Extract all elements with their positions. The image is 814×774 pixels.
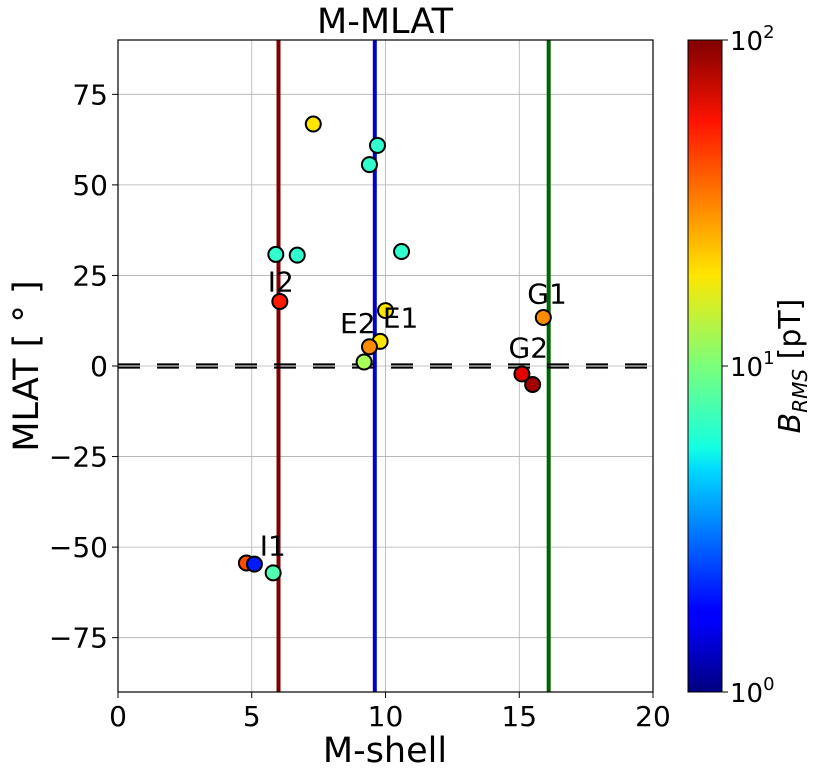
data-point: [393, 243, 411, 261]
y-tick-label: 0: [90, 350, 108, 383]
point-annotation: E1: [383, 302, 419, 335]
point-annotation: G1: [527, 277, 567, 310]
data-point: [360, 156, 378, 174]
scatter-points: [237, 115, 552, 582]
x-axis: 0 5 10 15 20: [109, 692, 671, 733]
y-tick-label: 25: [72, 259, 108, 292]
point-annotation: G2: [509, 331, 549, 364]
colorbar-tick-label: 101: [730, 348, 775, 383]
data-point: [355, 353, 373, 371]
y-tick-label: 50: [72, 169, 108, 202]
data-point: [267, 245, 285, 263]
data-point: [377, 302, 394, 320]
colorbar-tick-label: 102: [730, 22, 775, 57]
data-point: [513, 365, 531, 383]
y-tick-label: −75: [49, 622, 108, 655]
data-point: [368, 136, 386, 154]
annotations: I2 E2 E1 G1 G2 I1: [260, 265, 567, 562]
data-point: [304, 115, 322, 133]
point-annotation: E2: [340, 307, 376, 340]
colorbar-label: BRMS [pT]: [773, 299, 812, 434]
colorbar-gradient: [687, 39, 723, 693]
x-tick-label: 20: [635, 700, 671, 733]
y-axis-label: MLAT [ ° ]: [7, 280, 47, 451]
data-point: [524, 375, 542, 393]
data-point: [245, 555, 263, 573]
y-tick-label: −25: [49, 441, 108, 474]
plot-area: I2 E2 E1 G1 G2 I1: [117, 39, 654, 693]
data-point: [271, 293, 289, 311]
data-point: [360, 338, 378, 356]
x-tick-label: 0: [109, 700, 127, 733]
grid: [117, 40, 654, 692]
y-axis: −75 −50 −25 0 25 50 75: [49, 78, 118, 655]
colorbar-ticks: 100 101 102: [722, 22, 775, 709]
x-axis-label: M-shell: [323, 731, 447, 771]
data-point: [264, 564, 282, 582]
data-point: [534, 308, 552, 326]
x-tick-label: 5: [243, 700, 261, 733]
data-point: [288, 246, 306, 264]
point-annotation: I2: [268, 265, 294, 298]
y-tick-label: −50: [49, 531, 108, 564]
colorbar-tick-label: 100: [730, 674, 775, 709]
colorbar: 100 101 102 BRMS [pT]: [687, 22, 812, 709]
y-tick-label: 75: [72, 78, 108, 111]
chart-title: M-MLAT: [317, 2, 454, 42]
x-tick-label: 15: [501, 700, 537, 733]
point-annotation: I1: [260, 529, 286, 562]
x-tick-label: 10: [368, 700, 404, 733]
